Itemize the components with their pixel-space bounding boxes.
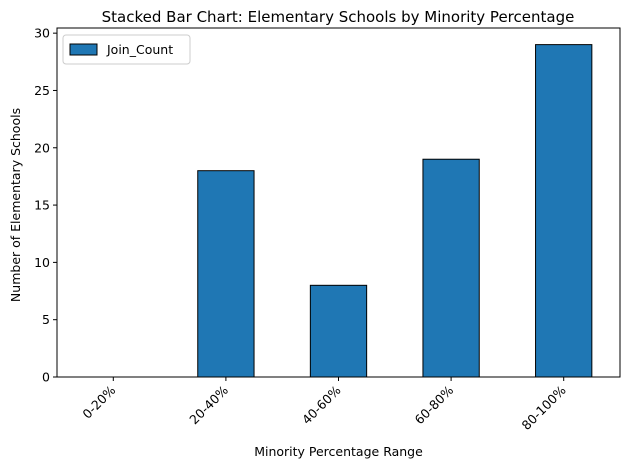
axes-frame <box>56 27 621 378</box>
x-tick-label: 60-80% <box>412 382 457 427</box>
x-axis-ticks: 0-20% 20-40% 40-60% 60-80% 80-100% <box>79 377 569 433</box>
y-axis-ticks: 0 5 10 15 20 25 30 <box>34 26 57 385</box>
chart-title: Stacked Bar Chart: Elementary Schools by… <box>102 8 575 26</box>
bar-40-60 <box>309 284 368 378</box>
legend: Join_Count <box>62 34 191 65</box>
bar-60-80 <box>422 158 480 378</box>
x-axis-label: Minority Percentage Range <box>254 444 423 459</box>
x-tick-label: 20-40% <box>186 382 231 427</box>
y-tick-label: 20 <box>34 140 50 155</box>
y-tick-label: 0 <box>42 370 50 385</box>
y-tick-label: 5 <box>42 312 50 327</box>
y-tick-label: 30 <box>34 26 50 41</box>
y-axis-label: Number of Elementary Schools <box>8 108 23 302</box>
bar-20-40 <box>197 170 255 378</box>
x-tick-label: 40-60% <box>299 382 344 427</box>
x-tick-label: 0-20% <box>79 382 118 421</box>
bars-group <box>197 44 593 378</box>
legend-swatch-join-count <box>69 43 98 56</box>
legend-label-join-count: Join_Count <box>106 42 173 57</box>
legend-box <box>62 34 191 65</box>
y-tick-label: 15 <box>34 198 50 213</box>
bar-80-100 <box>535 44 593 378</box>
y-tick-label: 10 <box>34 255 50 270</box>
y-tick-label: 25 <box>34 83 50 98</box>
x-tick-label: 80-100% <box>519 382 569 432</box>
